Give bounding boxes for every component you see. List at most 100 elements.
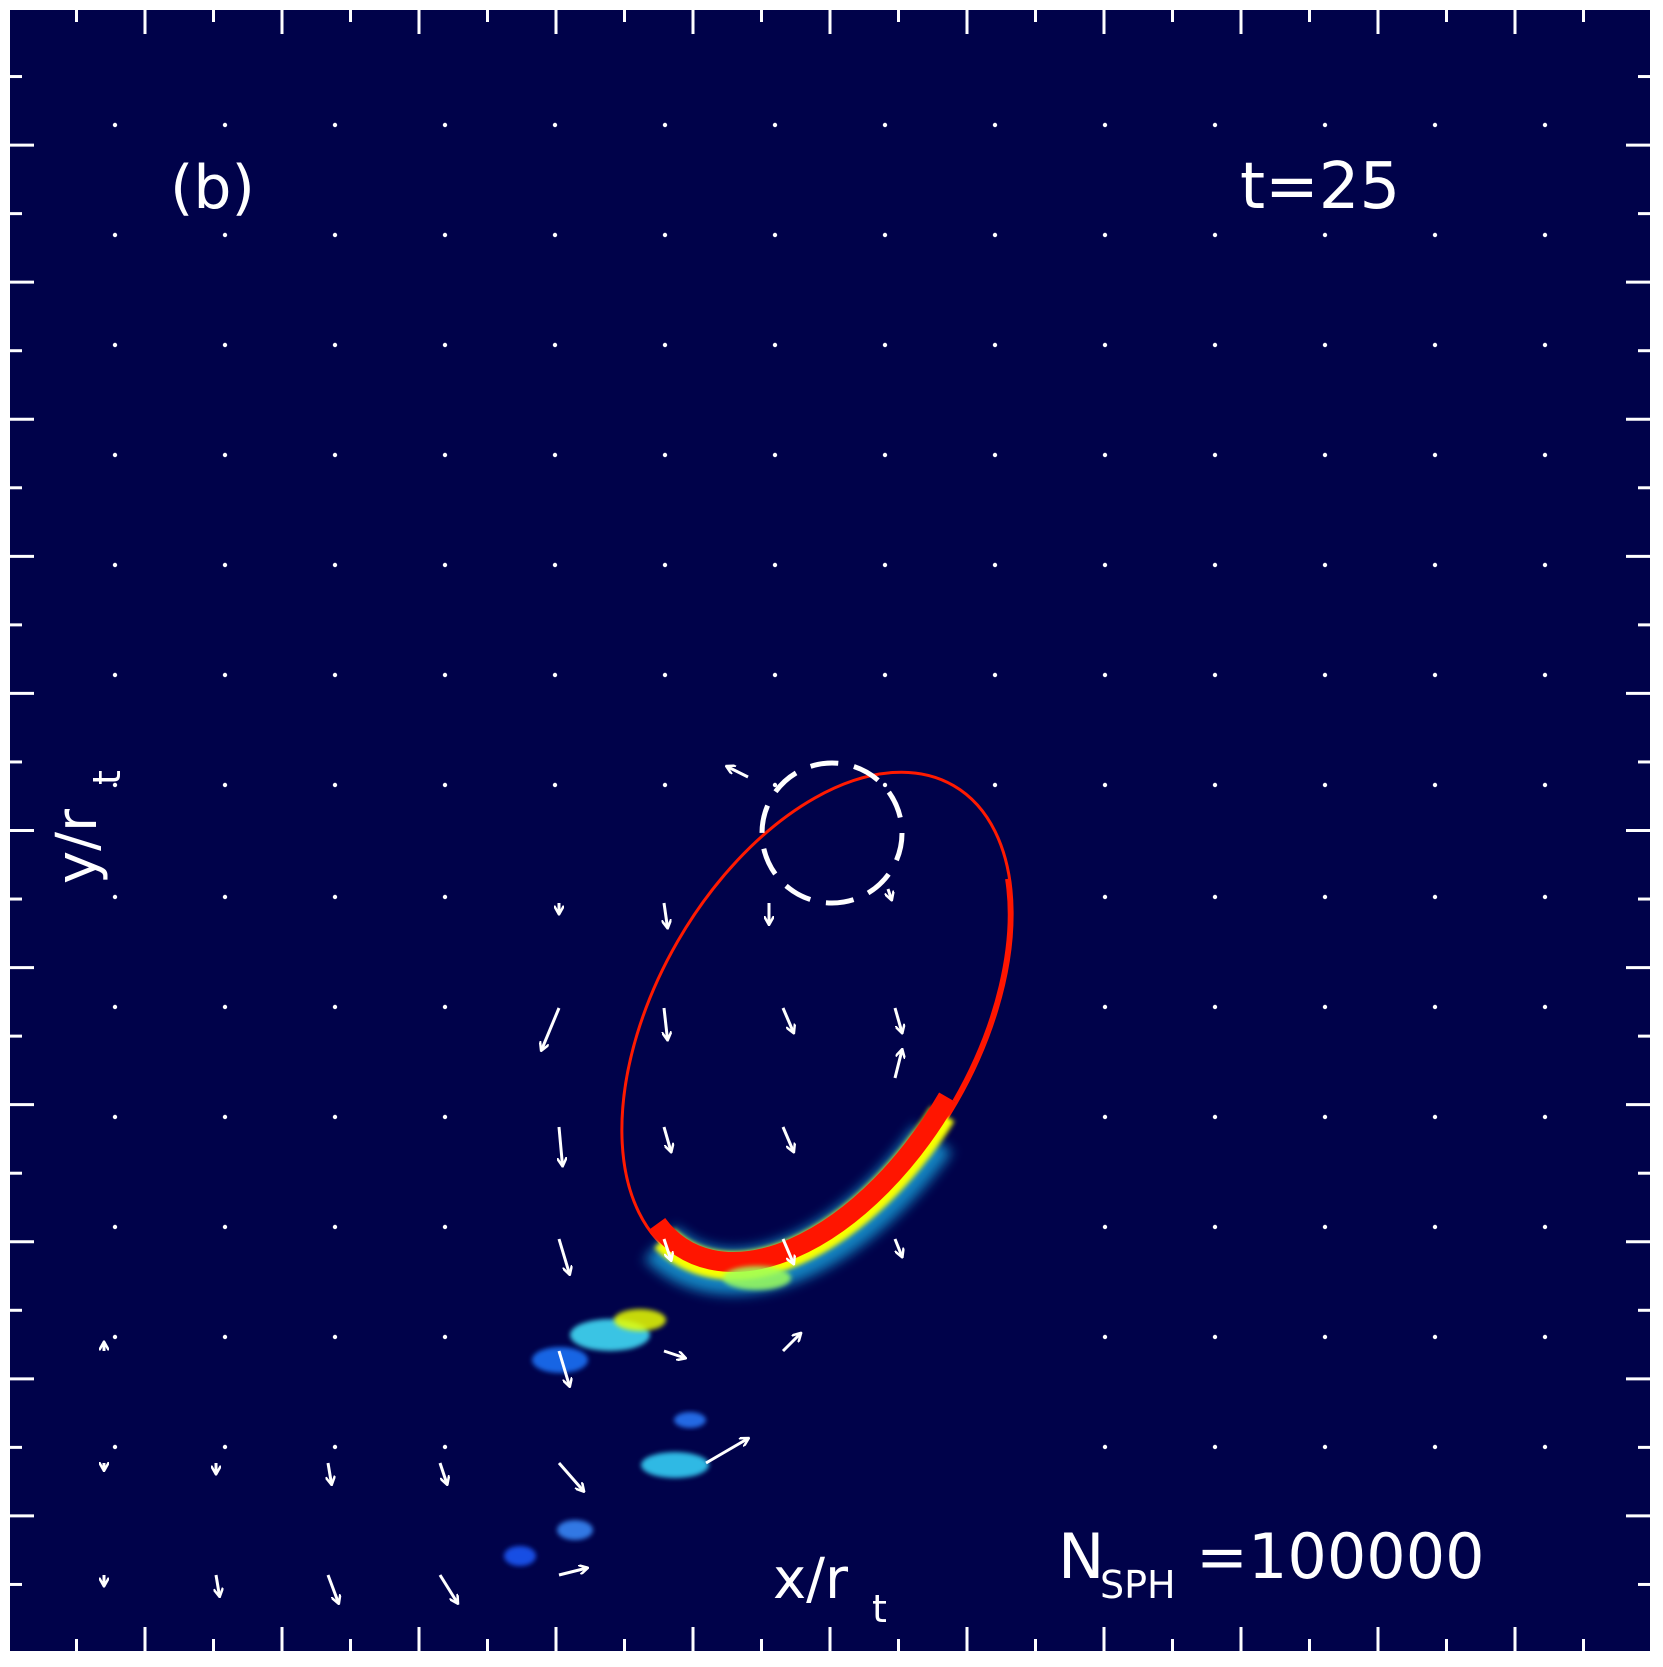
velocity-dot: [882, 562, 888, 568]
velocity-dot: [222, 452, 228, 458]
velocity-dot: [222, 1334, 228, 1340]
velocity-dot: [662, 782, 668, 788]
velocity-dot: [1102, 452, 1108, 458]
velocity-dot: [1322, 1444, 1328, 1450]
velocity-dot: [1542, 1444, 1548, 1450]
velocity-dot: [222, 894, 228, 900]
velocity-dot: [1542, 894, 1548, 900]
velocity-dot: [552, 562, 558, 568]
velocity-dot: [1102, 1334, 1108, 1340]
velocity-dot: [1102, 342, 1108, 348]
velocity-dot: [222, 672, 228, 678]
velocity-dot: [1212, 782, 1218, 788]
velocity-dot: [442, 672, 448, 678]
velocity-dot: [1322, 1114, 1328, 1120]
velocity-dot: [552, 232, 558, 238]
velocity-arrow: [438, 1574, 458, 1603]
velocity-dot: [1322, 1334, 1328, 1340]
velocity-dot: [1322, 1224, 1328, 1230]
debris-blob: [557, 1520, 593, 1540]
velocity-dot: [332, 232, 338, 238]
velocity-dot: [1212, 1444, 1218, 1450]
velocity-arrow: [705, 1439, 748, 1465]
velocity-dot: [882, 232, 888, 238]
velocity-dot: [222, 1114, 228, 1120]
debris-blob: [723, 1266, 791, 1290]
panel-label: (b): [170, 153, 255, 223]
velocity-dot: [1322, 894, 1328, 900]
velocity-dot: [442, 1334, 448, 1340]
velocity-arrow: [557, 1462, 584, 1491]
velocity-dot: [1542, 1004, 1548, 1010]
velocity-dot: [332, 672, 338, 678]
velocity-dot: [222, 562, 228, 568]
velocity-dot: [112, 1224, 118, 1230]
velocity-dot: [552, 782, 558, 788]
velocity-arrow: [559, 1126, 563, 1166]
velocity-dot: [112, 1114, 118, 1120]
velocity-dot: [1432, 232, 1438, 238]
time-label: t=25: [1240, 150, 1400, 224]
velocity-dot: [1542, 1334, 1548, 1340]
velocity-dot: [1212, 452, 1218, 458]
velocity-dot: [442, 342, 448, 348]
velocity-dot: [332, 1334, 338, 1340]
velocity-dot: [772, 672, 778, 678]
velocity-dot: [1102, 1004, 1108, 1010]
velocity-dot: [222, 782, 228, 788]
velocity-dot: [112, 894, 118, 900]
velocity-dot: [442, 1224, 448, 1230]
velocity-dot: [1102, 894, 1108, 900]
velocity-dot: [1542, 232, 1548, 238]
velocity-dot: [1542, 122, 1548, 128]
velocity-dot: [1102, 232, 1108, 238]
velocity-dot: [1212, 672, 1218, 678]
ylabel-main: y/r: [45, 808, 110, 884]
velocity-dot: [332, 1444, 338, 1450]
velocity-dot: [662, 232, 668, 238]
x-axis-label: x/r t: [773, 1547, 887, 1631]
velocity-dot: [332, 452, 338, 458]
velocity-arrow: [216, 1574, 220, 1596]
velocity-dot: [112, 232, 118, 238]
velocity-dot: [1212, 232, 1218, 238]
velocity-arrow: [893, 1007, 902, 1033]
velocity-dot: [112, 562, 118, 568]
velocity-dot: [332, 342, 338, 348]
velocity-dot: [1432, 1334, 1438, 1340]
velocity-dot: [552, 452, 558, 458]
velocity-arrow: [662, 1126, 671, 1152]
velocity-dot: [442, 782, 448, 788]
velocity-field-dots: [112, 122, 1548, 1450]
velocity-dot: [992, 342, 998, 348]
velocity-arrow: [542, 1007, 561, 1050]
velocity-dot: [442, 1444, 448, 1450]
velocity-dot: [1432, 1444, 1438, 1450]
velocity-dot: [112, 452, 118, 458]
velocity-dot: [1432, 452, 1438, 458]
velocity-arrow: [781, 1007, 794, 1033]
velocity-dot: [222, 232, 228, 238]
velocity-dot: [332, 894, 338, 900]
velocity-dot: [1102, 1224, 1108, 1230]
velocity-dot: [1212, 1004, 1218, 1010]
velocity-dot: [112, 672, 118, 678]
velocity-dot: [442, 122, 448, 128]
velocity-dot: [1432, 1224, 1438, 1230]
velocity-dot: [772, 342, 778, 348]
velocity-dot: [1212, 1224, 1218, 1230]
debris-blob: [674, 1412, 706, 1428]
velocity-arrow: [781, 1334, 801, 1353]
velocity-dot: [222, 1444, 228, 1450]
velocity-dot: [882, 452, 888, 458]
velocity-dot: [992, 562, 998, 568]
velocity-dot: [442, 1114, 448, 1120]
dashed-circle: [759, 760, 905, 906]
ylabel-sub: t: [85, 770, 129, 785]
n-label: N SPH =100000: [1058, 1520, 1485, 1607]
debris-blob: [532, 1347, 588, 1373]
velocity-dot: [442, 1004, 448, 1010]
velocity-dot: [1102, 782, 1108, 788]
n-label-value: =100000: [1196, 1520, 1485, 1593]
velocity-arrow: [664, 1007, 668, 1040]
